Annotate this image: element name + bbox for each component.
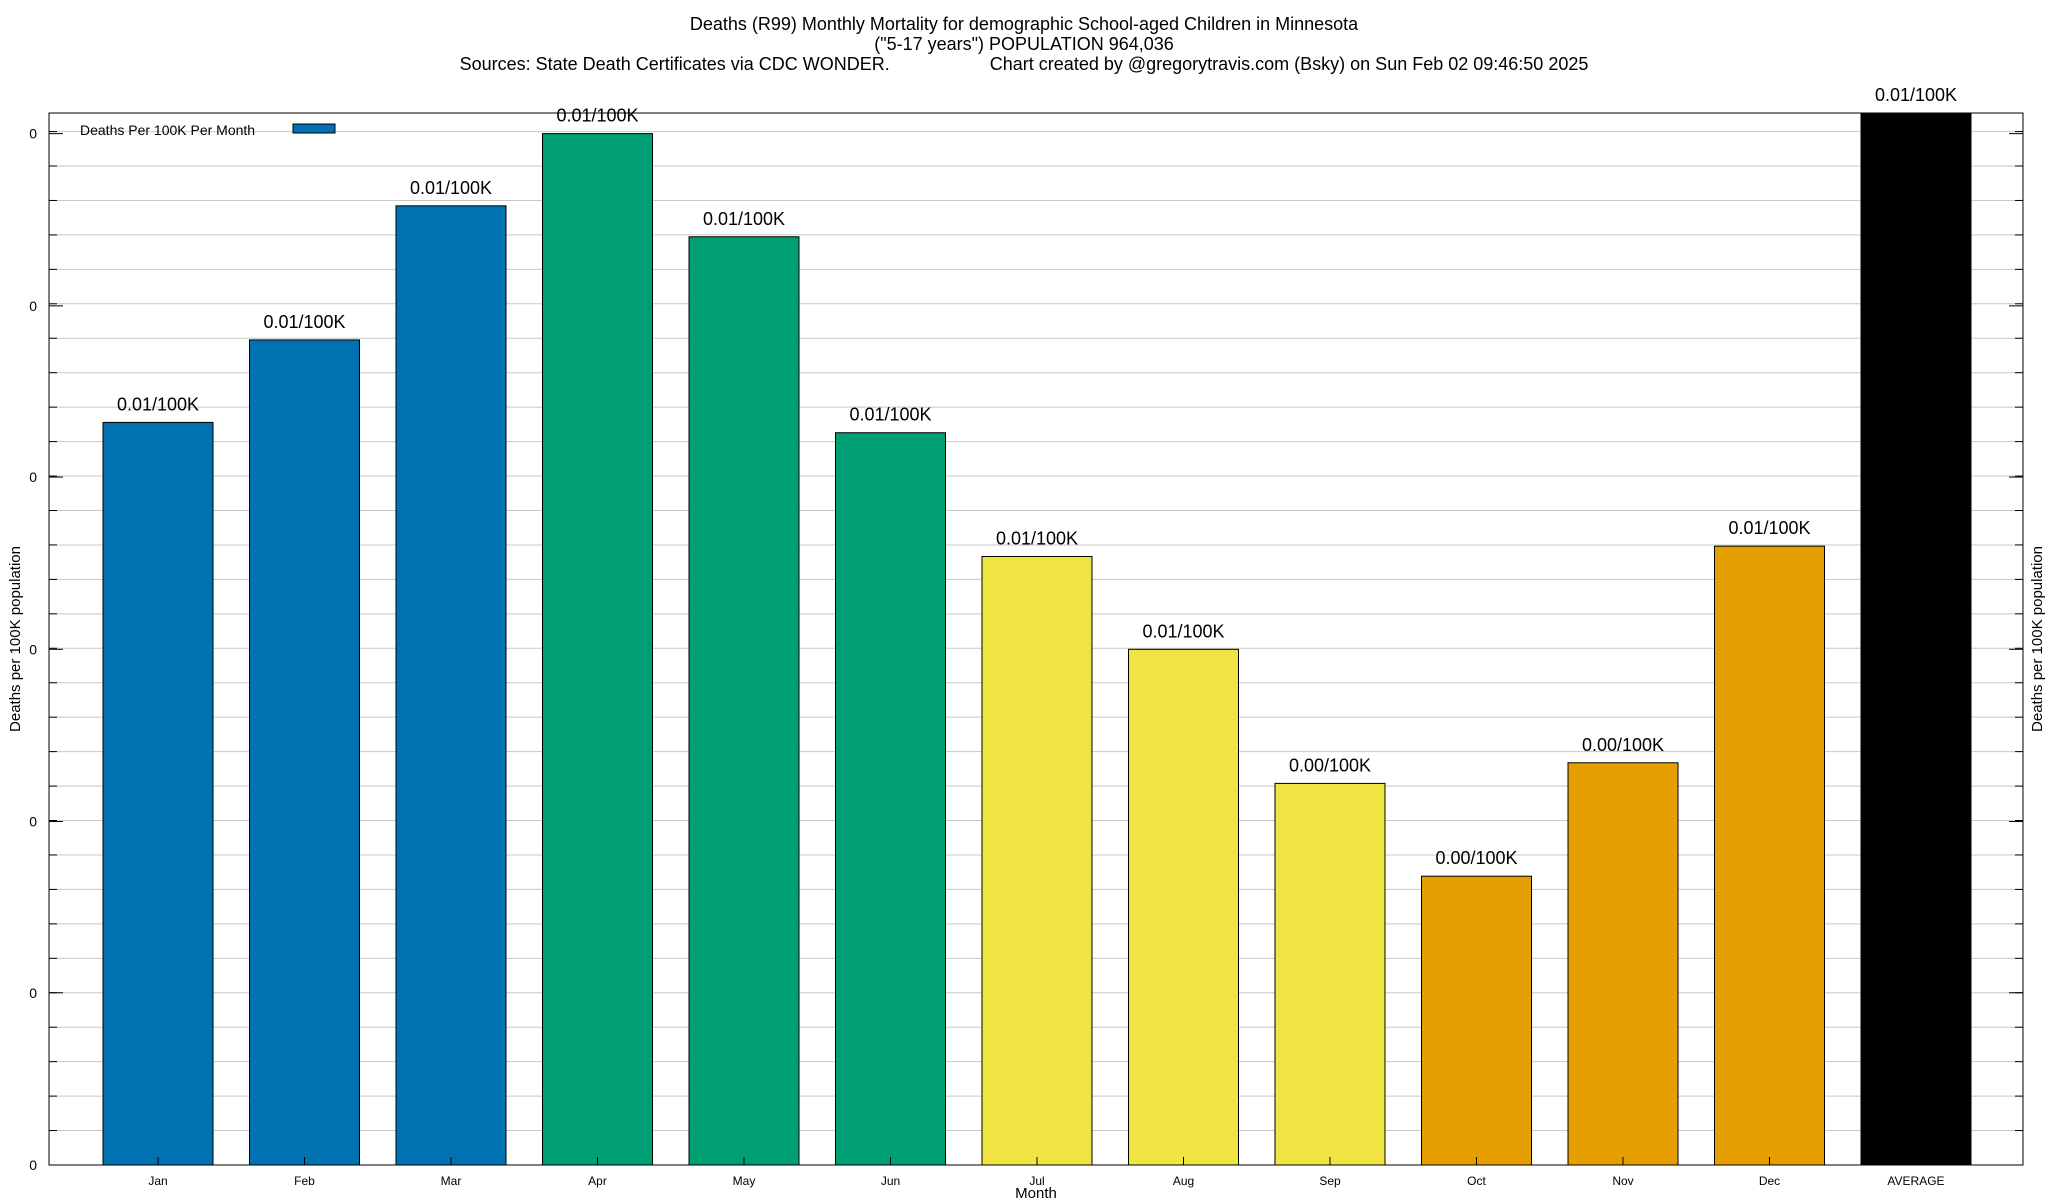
- bar-apr: [542, 133, 653, 1166]
- sources-text: Sources: State Death Certificates via CD…: [459, 54, 890, 74]
- bar-mar: [395, 205, 507, 1166]
- data-label: 0.00/100K: [1582, 735, 1664, 755]
- chart-subtitle: ("5-17 years") POPULATION 964,036: [874, 34, 1174, 54]
- x-tick-label: May: [733, 1174, 756, 1188]
- credit-text: Chart created by @gregorytravis.com (Bsk…: [989, 54, 1589, 74]
- y-tick-label: 0: [29, 126, 37, 142]
- bar-jan: [102, 421, 214, 1166]
- legend: Deaths Per 100K Per Month: [80, 122, 336, 138]
- x-tick-label: AVERAGE: [1887, 1174, 1944, 1188]
- data-label: 0.01/100K: [1728, 518, 1810, 538]
- y2-axis-title: Deaths per 100K population: [2029, 546, 2046, 732]
- data-labels: 0.01/100K 0.01/100K 0.01/100K 0.01/100K 0.01…: [117, 85, 1957, 868]
- x-tick-label: Aug: [1173, 1174, 1194, 1188]
- x-tick-label: Mar: [441, 1174, 462, 1188]
- y-tick-label: 0: [29, 1157, 37, 1173]
- bar-jun: [835, 432, 946, 1166]
- bar-dec: [1714, 545, 1825, 1166]
- x-tick-label: Oct: [1467, 1174, 1486, 1188]
- legend-swatch: [292, 123, 336, 134]
- data-label: 0.01/100K: [703, 209, 785, 229]
- legend-label: Deaths Per 100K Per Month: [80, 122, 255, 138]
- data-label: 0.01/100K: [996, 528, 1078, 548]
- bars: [102, 112, 1972, 1166]
- y-tick-label: 0: [29, 985, 37, 1001]
- grid-lines: [49, 131, 2023, 1166]
- data-label: 0.01/100K: [849, 405, 931, 425]
- x-tick-label: Dec: [1759, 1174, 1780, 1188]
- data-label: 0.01/100K: [1142, 621, 1224, 641]
- x-tick-label: Nov: [1612, 1174, 1633, 1188]
- bar-aug: [1128, 648, 1239, 1166]
- y-tick-label: 0: [29, 469, 37, 485]
- data-label: 0.01/100K: [117, 394, 199, 414]
- data-label: 0.01/100K: [263, 312, 345, 332]
- y-tick-label: 0: [29, 641, 37, 657]
- data-label: 0.00/100K: [1289, 755, 1371, 775]
- bar-may: [688, 236, 800, 1166]
- x-tick-label: Jan: [148, 1174, 167, 1188]
- x-tick-labels: Jan Feb Mar Apr May Jun Jul Aug Sep Oct Nov Dec AVER…: [148, 1157, 1945, 1188]
- x-tick-label: Feb: [294, 1174, 315, 1188]
- x-axis-title: Month: [1015, 1185, 1057, 1200]
- bar-nov: [1567, 762, 1679, 1166]
- x-tick-label: Sep: [1319, 1174, 1341, 1188]
- y-tick-labels: 0 0 0 0 0 0 0: [29, 126, 2023, 1173]
- bar-jul: [981, 555, 1093, 1166]
- plot-frame: [48, 112, 2024, 1166]
- data-label: 0.01/100K: [410, 178, 492, 198]
- data-label: 0.00/100K: [1435, 848, 1517, 868]
- bar-feb: [249, 339, 360, 1166]
- chart-title: Deaths (R99) Monthly Mortality for demog…: [689, 14, 1359, 34]
- bar-oct: [1421, 875, 1532, 1166]
- y-axis-title: Deaths per 100K population: [7, 546, 24, 732]
- bar-average: [1860, 112, 1972, 1166]
- y-tick-label: 0: [29, 814, 37, 830]
- y-tick-label: 0: [29, 298, 37, 314]
- x-tick-label: Apr: [588, 1174, 607, 1188]
- data-label: 0.01/100K: [556, 106, 638, 126]
- x-tick-label: Jun: [881, 1174, 900, 1188]
- x-tick-label: Jul: [1029, 1174, 1044, 1188]
- chart-sources-line: Sources: State Death Certificates via CD…: [0, 54, 2048, 74]
- bar-sep: [1274, 782, 1386, 1166]
- data-label: 0.01/100K: [1875, 85, 1957, 105]
